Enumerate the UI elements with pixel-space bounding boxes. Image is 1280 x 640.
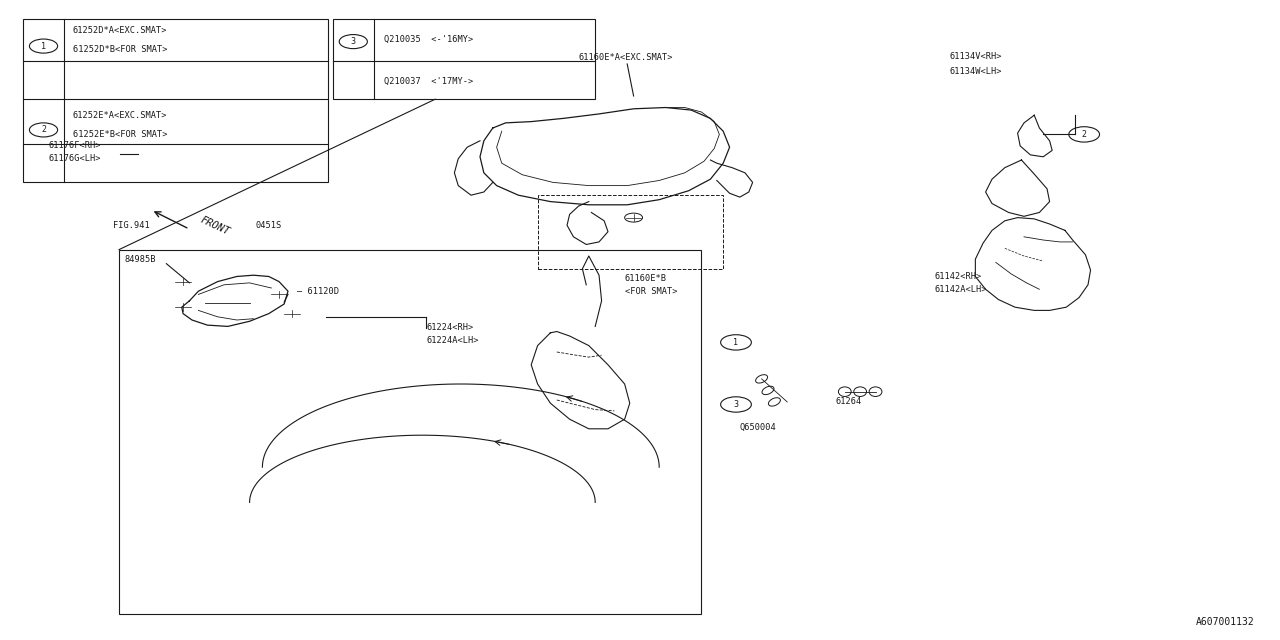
Text: A607001132: A607001132: [1196, 617, 1254, 627]
Text: Q650004: Q650004: [740, 423, 777, 432]
Text: 61134W<LH>: 61134W<LH>: [950, 67, 1002, 76]
Text: FIG.941: FIG.941: [113, 221, 150, 230]
Text: 1: 1: [41, 42, 46, 51]
Bar: [333, 19, 595, 99]
Text: Q210035  <-'16MY>: Q210035 <-'16MY>: [384, 35, 474, 44]
Text: 3: 3: [733, 400, 739, 409]
Text: 3: 3: [351, 37, 356, 46]
Text: 1: 1: [733, 338, 739, 347]
Text: <FOR SMAT>: <FOR SMAT>: [625, 287, 677, 296]
Text: 61160E*A<EXC.SMAT>: 61160E*A<EXC.SMAT>: [579, 53, 673, 62]
Bar: [538, 195, 723, 269]
Text: 61252D*A<EXC.SMAT>: 61252D*A<EXC.SMAT>: [73, 26, 168, 35]
Text: 61252E*A<EXC.SMAT>: 61252E*A<EXC.SMAT>: [73, 111, 168, 120]
Text: 2: 2: [41, 125, 46, 134]
Text: 61142<RH>: 61142<RH>: [934, 272, 982, 281]
Text: 61160E*B: 61160E*B: [625, 274, 667, 283]
Bar: [23, 19, 328, 182]
Text: FRONT: FRONT: [198, 215, 230, 237]
Text: 2: 2: [1082, 130, 1087, 139]
Text: 84985B: 84985B: [124, 255, 156, 264]
Text: 61134V<RH>: 61134V<RH>: [950, 52, 1002, 61]
Text: 61252E*B<FOR SMAT>: 61252E*B<FOR SMAT>: [73, 130, 168, 139]
Text: 61176G<LH>: 61176G<LH>: [49, 154, 101, 163]
Text: — 61120D: — 61120D: [297, 287, 339, 296]
Text: 61252D*B<FOR SMAT>: 61252D*B<FOR SMAT>: [73, 45, 168, 54]
Text: 61142A<LH>: 61142A<LH>: [934, 285, 987, 294]
Text: Q210037  <'17MY->: Q210037 <'17MY->: [384, 77, 474, 86]
Text: 61176F<RH>: 61176F<RH>: [49, 141, 101, 150]
Text: 0451S: 0451S: [256, 221, 283, 230]
Text: 61264: 61264: [836, 397, 863, 406]
Bar: [119, 250, 701, 614]
Text: 61224<RH>: 61224<RH>: [426, 323, 474, 332]
Text: 61224A<LH>: 61224A<LH>: [426, 336, 479, 345]
